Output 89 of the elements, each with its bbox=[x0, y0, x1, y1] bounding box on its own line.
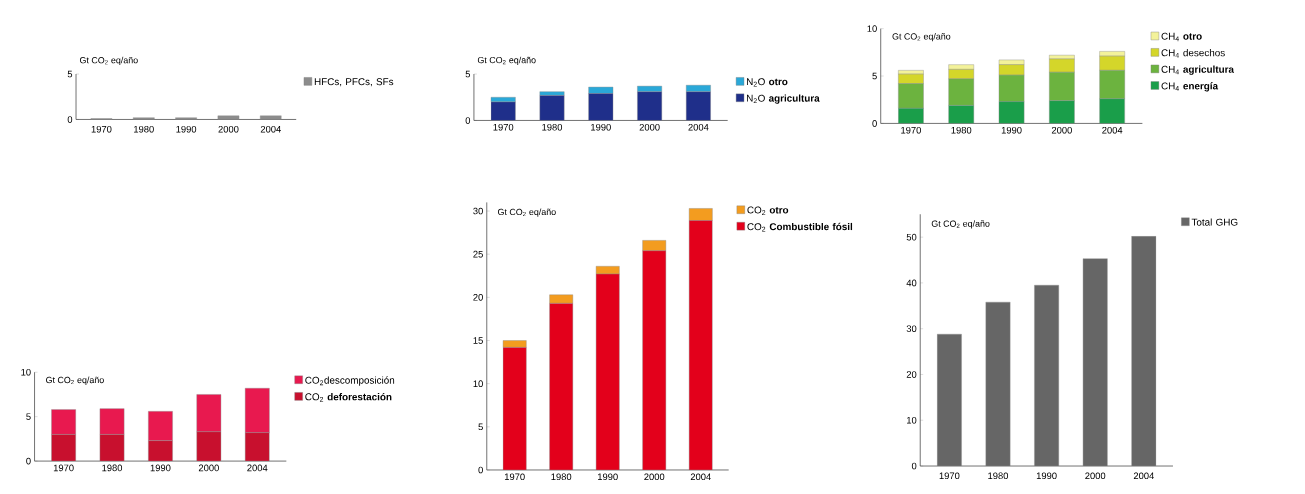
legend-label: N$_{2}$O otro bbox=[746, 78, 788, 87]
y-axis-title: Gt CO$_{2}$ eq/año bbox=[79, 56, 138, 66]
x-tick-label: 1970 bbox=[504, 473, 525, 481]
x-tick-label: 1980 bbox=[542, 124, 563, 131]
x-tick-label: 2000 bbox=[644, 473, 665, 481]
legend-label: CH$_{4}$ otro bbox=[1161, 32, 1202, 42]
y-tick-label: 5 bbox=[478, 423, 483, 431]
x-tick-label: 1990 bbox=[598, 473, 618, 481]
y-axis-title: Gt CO$_{2}$ eq/año bbox=[931, 220, 990, 229]
legend-label: N$_{2}$O agricultura bbox=[746, 94, 820, 104]
bar bbox=[196, 431, 222, 462]
x-tick-label: 2004 bbox=[247, 464, 268, 472]
x-tick-label: 1990 bbox=[591, 124, 611, 131]
x-tick-label: 1980 bbox=[102, 464, 123, 472]
legend-label: CH$_{4}$ desechos bbox=[1161, 49, 1225, 58]
legend-label: Total GHG bbox=[1191, 218, 1238, 226]
y-tick-label: 0 bbox=[872, 120, 877, 127]
bar bbox=[1131, 236, 1157, 467]
y-tick-label: 5 bbox=[465, 70, 471, 78]
x-tick-label: 1970 bbox=[939, 472, 960, 480]
x-tick-label: 1990 bbox=[176, 126, 197, 133]
y-tick-label: 0 bbox=[911, 462, 917, 470]
x-tick-label: 1970 bbox=[901, 127, 921, 134]
bar bbox=[1034, 285, 1059, 467]
x-tick-label: 1970 bbox=[53, 464, 74, 472]
x-tick-label: 2004 bbox=[690, 473, 711, 481]
x-tick-label: 2000 bbox=[218, 126, 239, 133]
y-tick-label: 30 bbox=[473, 207, 483, 215]
x-tick-label: 1980 bbox=[551, 473, 572, 481]
y-tick-label: 50 bbox=[906, 233, 917, 241]
x-tick-label: 1990 bbox=[150, 464, 171, 472]
y-tick-label: 20 bbox=[473, 294, 483, 301]
bar bbox=[595, 274, 620, 471]
y-tick-label: 30 bbox=[906, 325, 917, 333]
bar bbox=[1049, 100, 1075, 124]
bar bbox=[985, 302, 1011, 467]
bar bbox=[642, 250, 667, 471]
x-tick-label: 2000 bbox=[1051, 127, 1072, 134]
x-tick-label: 1990 bbox=[1001, 127, 1022, 134]
bar bbox=[1082, 258, 1108, 467]
y-tick-label: 10 bbox=[21, 369, 31, 376]
legend-label: CO$_{2}$descomposición bbox=[305, 376, 395, 386]
x-tick-label: 1980 bbox=[134, 126, 154, 133]
y-axis-title: Gt CO$_{2}$ eq/año bbox=[497, 208, 556, 217]
y-tick-label: 5 bbox=[872, 72, 877, 80]
bar bbox=[490, 101, 516, 121]
x-tick-label: 1980 bbox=[988, 472, 1009, 480]
bar bbox=[502, 347, 527, 471]
y-tick-label: 40 bbox=[906, 279, 917, 287]
x-tick-label: 2004 bbox=[260, 126, 281, 133]
y-tick-label: 5 bbox=[67, 70, 73, 78]
bar bbox=[244, 432, 270, 462]
y-tick-label: 0 bbox=[26, 457, 31, 465]
legend-label: CO$_{2}$ Combustible fósil bbox=[747, 222, 853, 232]
legend-label: CH$_{4}$ energía bbox=[1161, 82, 1219, 92]
y-axis-title: Gt CO$_{2}$ eq/año bbox=[892, 33, 951, 42]
x-tick-label: 2004 bbox=[1133, 472, 1154, 480]
y-tick-label: 10 bbox=[867, 25, 877, 33]
bar bbox=[688, 220, 713, 471]
y-axis-title: Gt CO$_{2}$ eq/año bbox=[477, 56, 536, 66]
x-tick-label: 2000 bbox=[1085, 472, 1106, 480]
bar bbox=[539, 95, 565, 121]
legend-label: CO$_{2}$ deforestación bbox=[305, 393, 392, 402]
x-tick-label: 2000 bbox=[198, 464, 219, 472]
x-tick-label: 1970 bbox=[91, 126, 112, 133]
y-tick-label: 10 bbox=[907, 417, 917, 424]
legend-label: CH$_{4}$ agricultura bbox=[1161, 65, 1235, 75]
y-axis-title: Gt CO$_{2}$ eq/año bbox=[46, 376, 104, 386]
y-tick-label: 15 bbox=[473, 337, 483, 344]
y-tick-label: 10 bbox=[473, 380, 483, 388]
y-tick-label: 0 bbox=[465, 117, 471, 124]
bar bbox=[549, 303, 574, 471]
legend-label: CO$_{2}$ otro bbox=[747, 206, 789, 216]
y-tick-label: 25 bbox=[473, 251, 483, 258]
bar bbox=[937, 334, 962, 467]
y-tick-label: 0 bbox=[478, 466, 483, 474]
y-tick-label: 5 bbox=[26, 413, 31, 421]
x-tick-label: 1980 bbox=[951, 127, 972, 134]
y-tick-label: 0 bbox=[67, 116, 73, 123]
x-tick-label: 1990 bbox=[1036, 472, 1057, 480]
bar bbox=[642, 240, 667, 252]
bar bbox=[948, 105, 975, 124]
x-tick-label: 2004 bbox=[1102, 127, 1123, 134]
legend-label: HFCs, PFCs, SFs bbox=[314, 78, 394, 87]
y-tick-label: 20 bbox=[906, 371, 917, 378]
bar bbox=[1099, 98, 1125, 124]
x-tick-label: 2004 bbox=[688, 124, 709, 131]
x-tick-label: 2000 bbox=[639, 124, 660, 131]
x-tick-label: 1970 bbox=[493, 124, 514, 131]
